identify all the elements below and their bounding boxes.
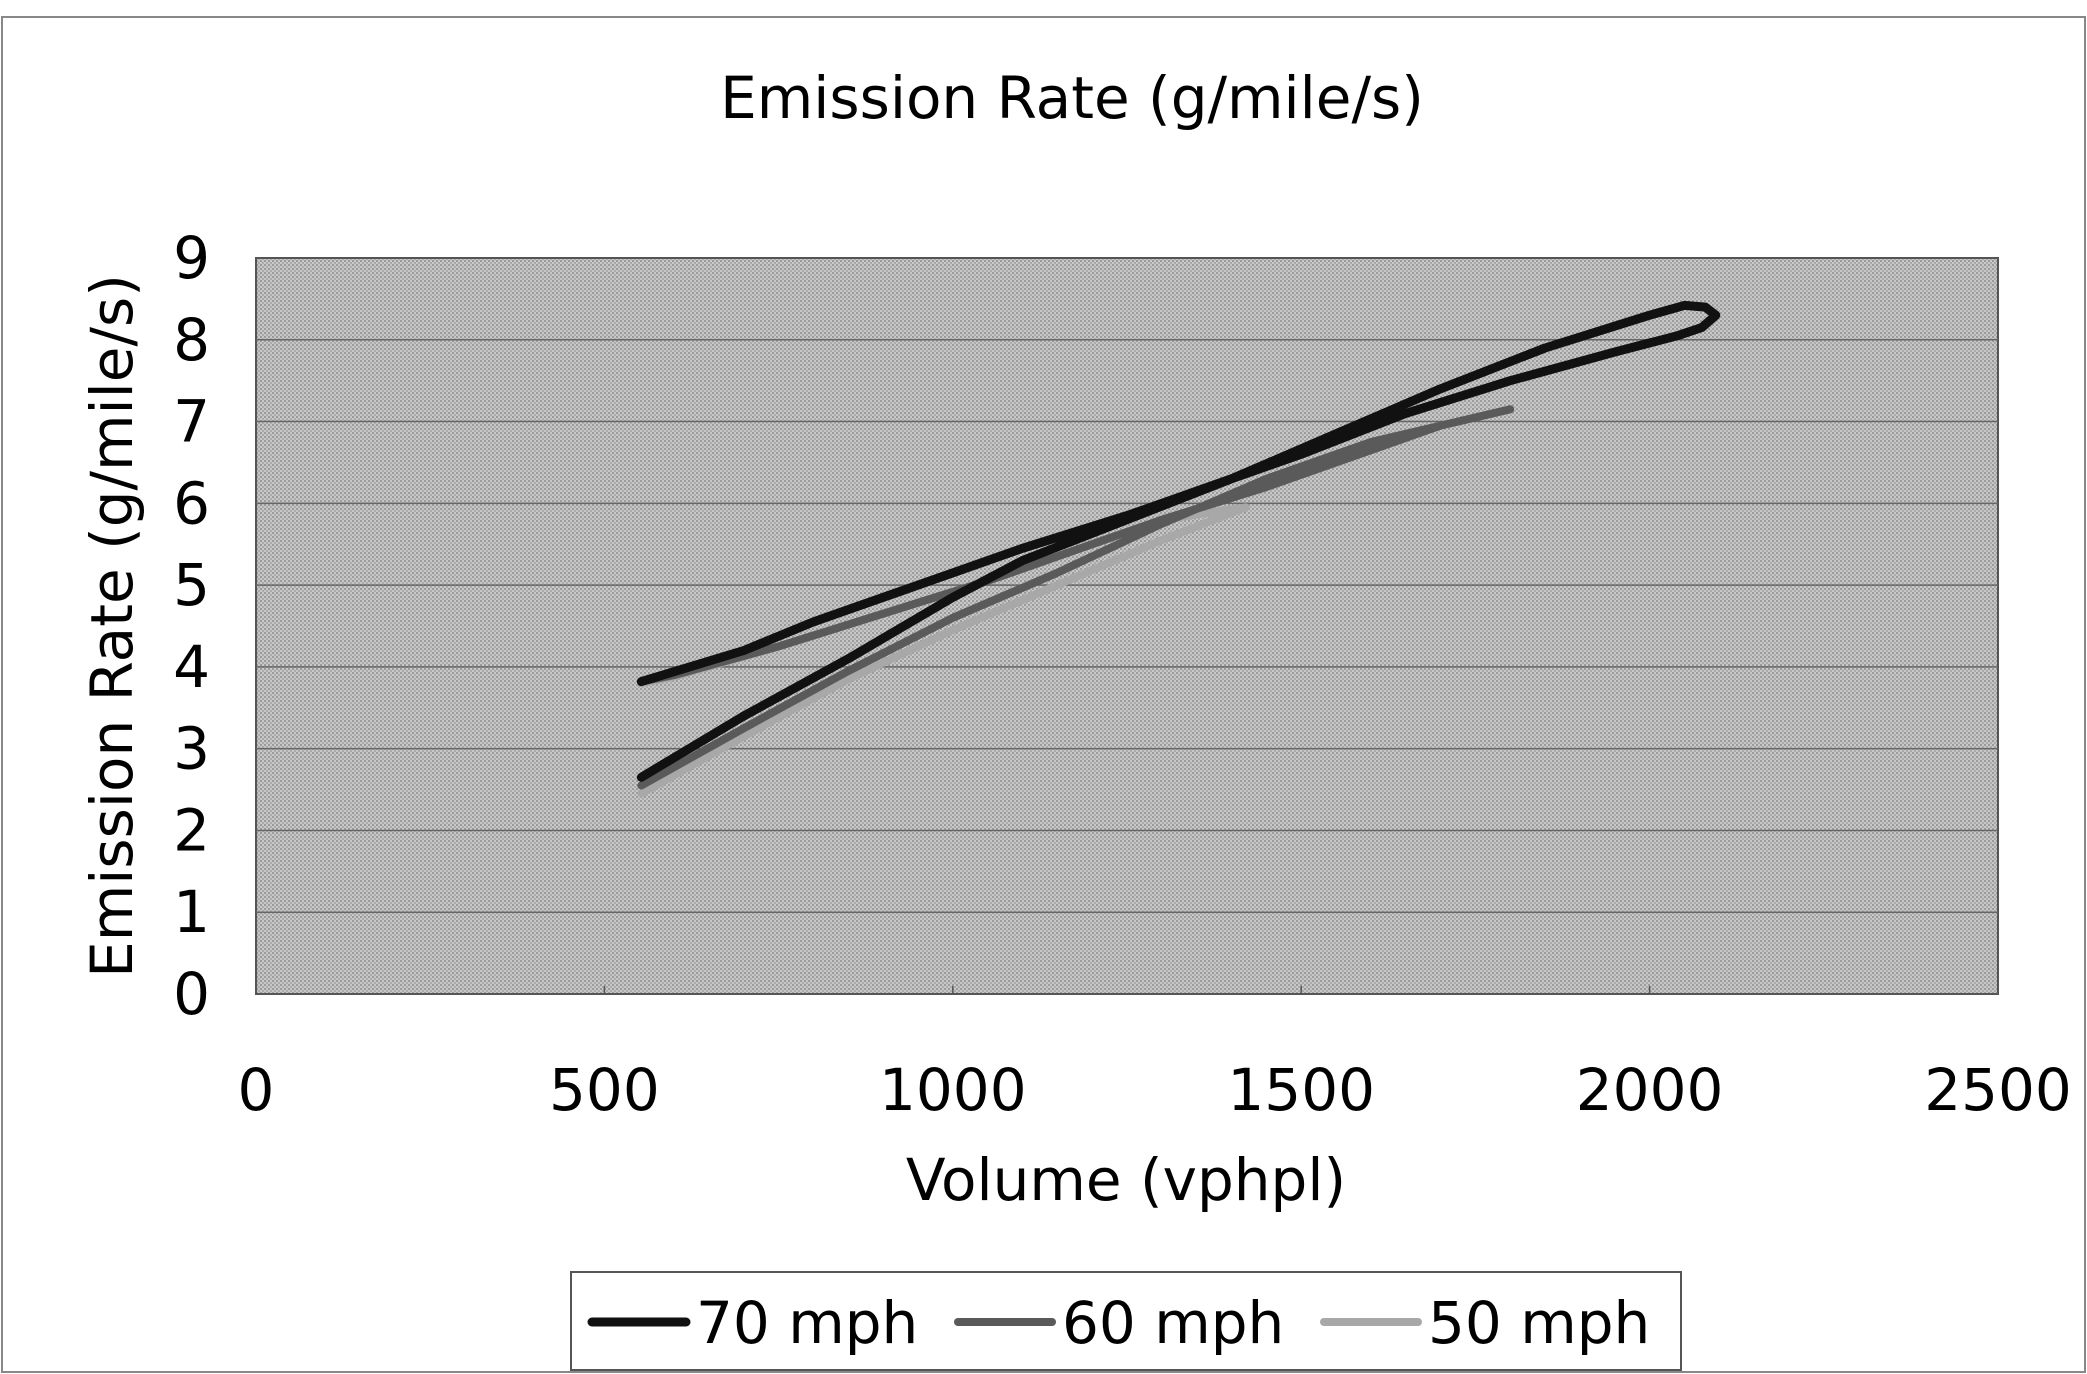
plot-area (255, 257, 1999, 995)
series-line-60-mph (637, 405, 1515, 790)
grid-lines (256, 339, 1998, 913)
y-tick-label: 1 (173, 878, 210, 946)
y-tick-label: 5 (173, 551, 210, 619)
legend-label: 70 mph (696, 1289, 918, 1357)
y-axis-ticks: 0 1 2 3 4 5 6 7 8 9 (173, 224, 210, 1028)
x-tick-label: 500 (549, 1056, 660, 1124)
chart-title: Emission Rate (g/mile/s) (720, 64, 1424, 132)
series-line-70-mph (636, 300, 1721, 782)
y-tick-label: 6 (173, 469, 210, 537)
x-axis-label: Volume (vphpl) (906, 1146, 1346, 1214)
x-tick-label: 2000 (1576, 1056, 1724, 1124)
legend-label: 50 mph (1428, 1289, 1650, 1357)
legend: 70 mph 60 mph 50 mph (587, 1289, 1650, 1357)
y-tick-label: 3 (173, 715, 210, 783)
y-axis-label: Emission Rate (g/mile/s) (78, 274, 146, 978)
y-tick-label: 4 (173, 633, 210, 701)
x-tick-label: 1500 (1227, 1056, 1375, 1124)
x-tick-label: 2500 (1924, 1056, 2072, 1124)
x-axis-ticks: 0 500 1000 1500 2000 2500 (238, 986, 2072, 1124)
legend-label: 60 mph (1062, 1289, 1284, 1357)
y-tick-label: 9 (173, 224, 210, 292)
x-tick-label: 0 (238, 1056, 275, 1124)
y-tick-label: 7 (173, 388, 210, 456)
series-layer (636, 300, 1721, 798)
legend-box (570, 1271, 1682, 1371)
y-tick-label: 0 (173, 960, 210, 1028)
y-tick-label: 2 (173, 796, 210, 864)
y-tick-label: 8 (173, 306, 210, 374)
x-tick-label: 1000 (879, 1056, 1027, 1124)
